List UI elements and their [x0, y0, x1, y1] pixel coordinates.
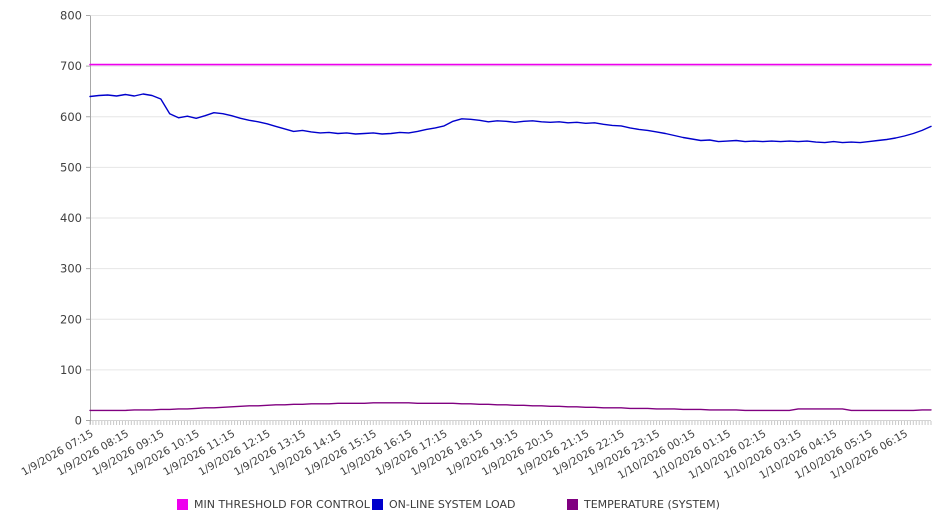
- line-chart: 0 100 200 300 400 500 600 700 800 1/9/2026 07:15 1…: [20, 9, 932, 482]
- legend-item-temperature[interactable]: TEMPERATURE (SYSTEM): [567, 498, 720, 511]
- legend-label-temperature: TEMPERATURE (SYSTEM): [584, 498, 720, 511]
- y-tick-label-100: 100: [60, 363, 82, 377]
- y-tick-label-500: 500: [60, 160, 82, 174]
- y-tick-label-200: 200: [60, 312, 82, 326]
- y-tick-label-800: 800: [60, 9, 82, 23]
- legend-swatch-min-threshold: [177, 499, 188, 510]
- y-tick-label-400: 400: [60, 211, 82, 225]
- legend-label-min-threshold: MIN THRESHOLD FOR CONTROL: [194, 498, 370, 511]
- y-tick-label-0: 0: [75, 414, 82, 428]
- legend-swatch-system-load: [372, 499, 383, 510]
- y-tick-label-700: 700: [60, 59, 82, 73]
- legend-item-min-threshold[interactable]: MIN THRESHOLD FOR CONTROL: [177, 498, 372, 511]
- chart-legend: MIN THRESHOLD FOR CONTROL ON-LINE SYSTEM…: [177, 498, 720, 511]
- series-line-2: [89, 402, 932, 412]
- legend-swatch-temperature: [567, 499, 578, 510]
- legend-item-system-load[interactable]: ON-LINE SYSTEM LOAD: [372, 498, 567, 511]
- y-tick-label-300: 300: [60, 262, 82, 276]
- series-line-1: [89, 93, 932, 144]
- legend-label-system-load: ON-LINE SYSTEM LOAD: [389, 498, 516, 511]
- y-tick-label-600: 600: [60, 110, 82, 124]
